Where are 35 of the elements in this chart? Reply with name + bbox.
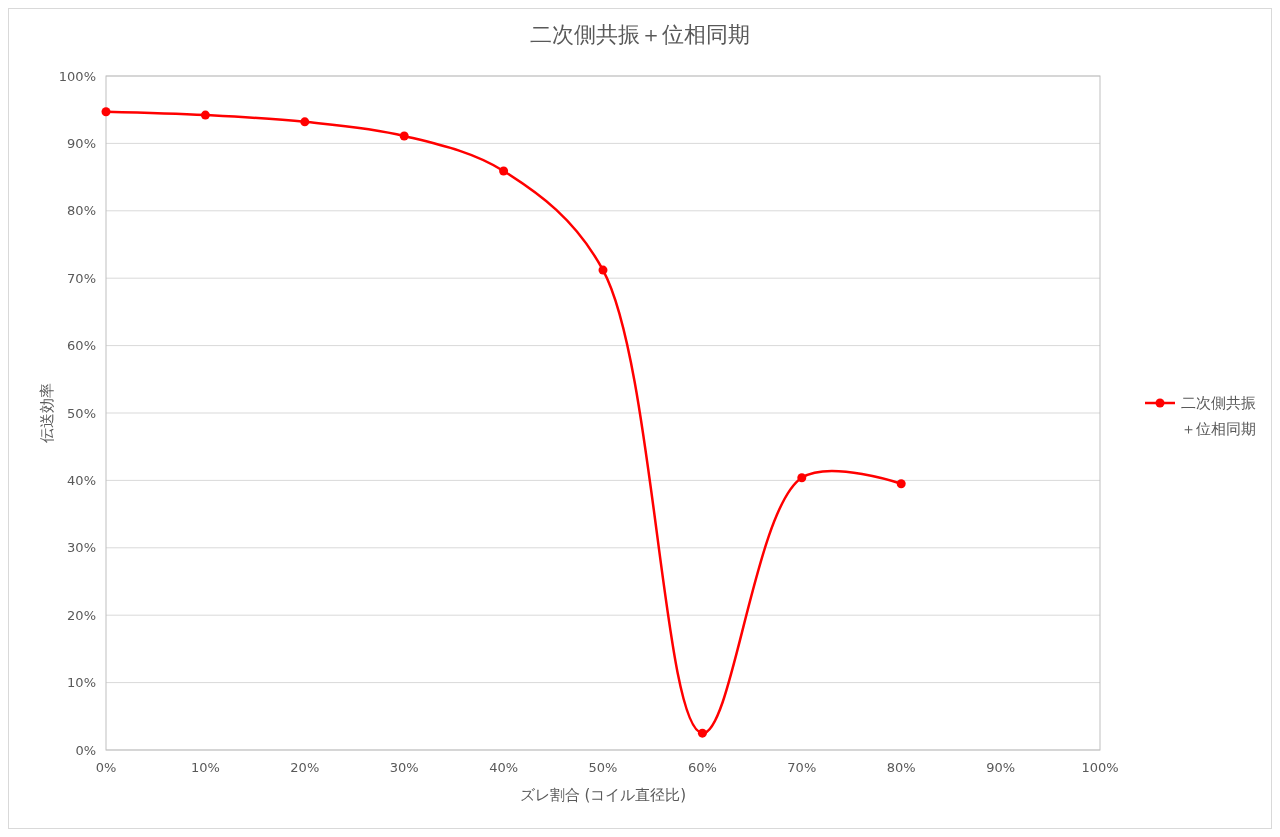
x-tick-label: 90% bbox=[986, 760, 1016, 775]
x-tick-label: 70% bbox=[787, 760, 817, 775]
y-tick-label: 60% bbox=[67, 338, 96, 354]
point bbox=[101, 107, 111, 117]
point bbox=[300, 117, 310, 127]
y-tick-label: 90% bbox=[67, 135, 96, 151]
x-tick-label: 50% bbox=[588, 760, 618, 775]
x-axis-title: ズレ割合 (コイル直径比) bbox=[519, 786, 687, 804]
y-tick-label: 70% bbox=[67, 270, 96, 286]
y-tick-label: 100% bbox=[58, 68, 96, 84]
legend-label: 二次側共振＋位相同期 bbox=[1181, 394, 1256, 438]
x-tick-label: 10% bbox=[190, 760, 220, 775]
chart-title: 二次側共振＋位相同期 bbox=[530, 22, 750, 47]
x-tick-label: 30% bbox=[389, 760, 419, 775]
point bbox=[697, 728, 707, 738]
y-tick-label: 80% bbox=[67, 203, 96, 219]
point bbox=[797, 473, 807, 483]
y-tick-label: 30% bbox=[67, 540, 96, 556]
point bbox=[896, 479, 906, 489]
y-tick-label: 10% bbox=[67, 675, 96, 691]
y-tick-label: 20% bbox=[67, 607, 96, 623]
point bbox=[598, 265, 608, 275]
point bbox=[499, 166, 509, 176]
x-tick-label: 40% bbox=[489, 760, 519, 775]
y-axis-title: 伝送効率 bbox=[38, 383, 56, 443]
point bbox=[200, 110, 210, 120]
y-tick-label: 0% bbox=[75, 742, 96, 758]
x-tick-label: 20% bbox=[290, 760, 320, 775]
y-tick-label: 40% bbox=[67, 472, 96, 488]
y-tick-label: 50% bbox=[67, 405, 96, 421]
x-tick-label: 60% bbox=[687, 760, 717, 775]
x-tick-label: 100% bbox=[1081, 760, 1119, 775]
x-tick-label: 0% bbox=[95, 760, 117, 775]
point bbox=[399, 131, 409, 141]
x-tick-label: 80% bbox=[886, 760, 916, 775]
